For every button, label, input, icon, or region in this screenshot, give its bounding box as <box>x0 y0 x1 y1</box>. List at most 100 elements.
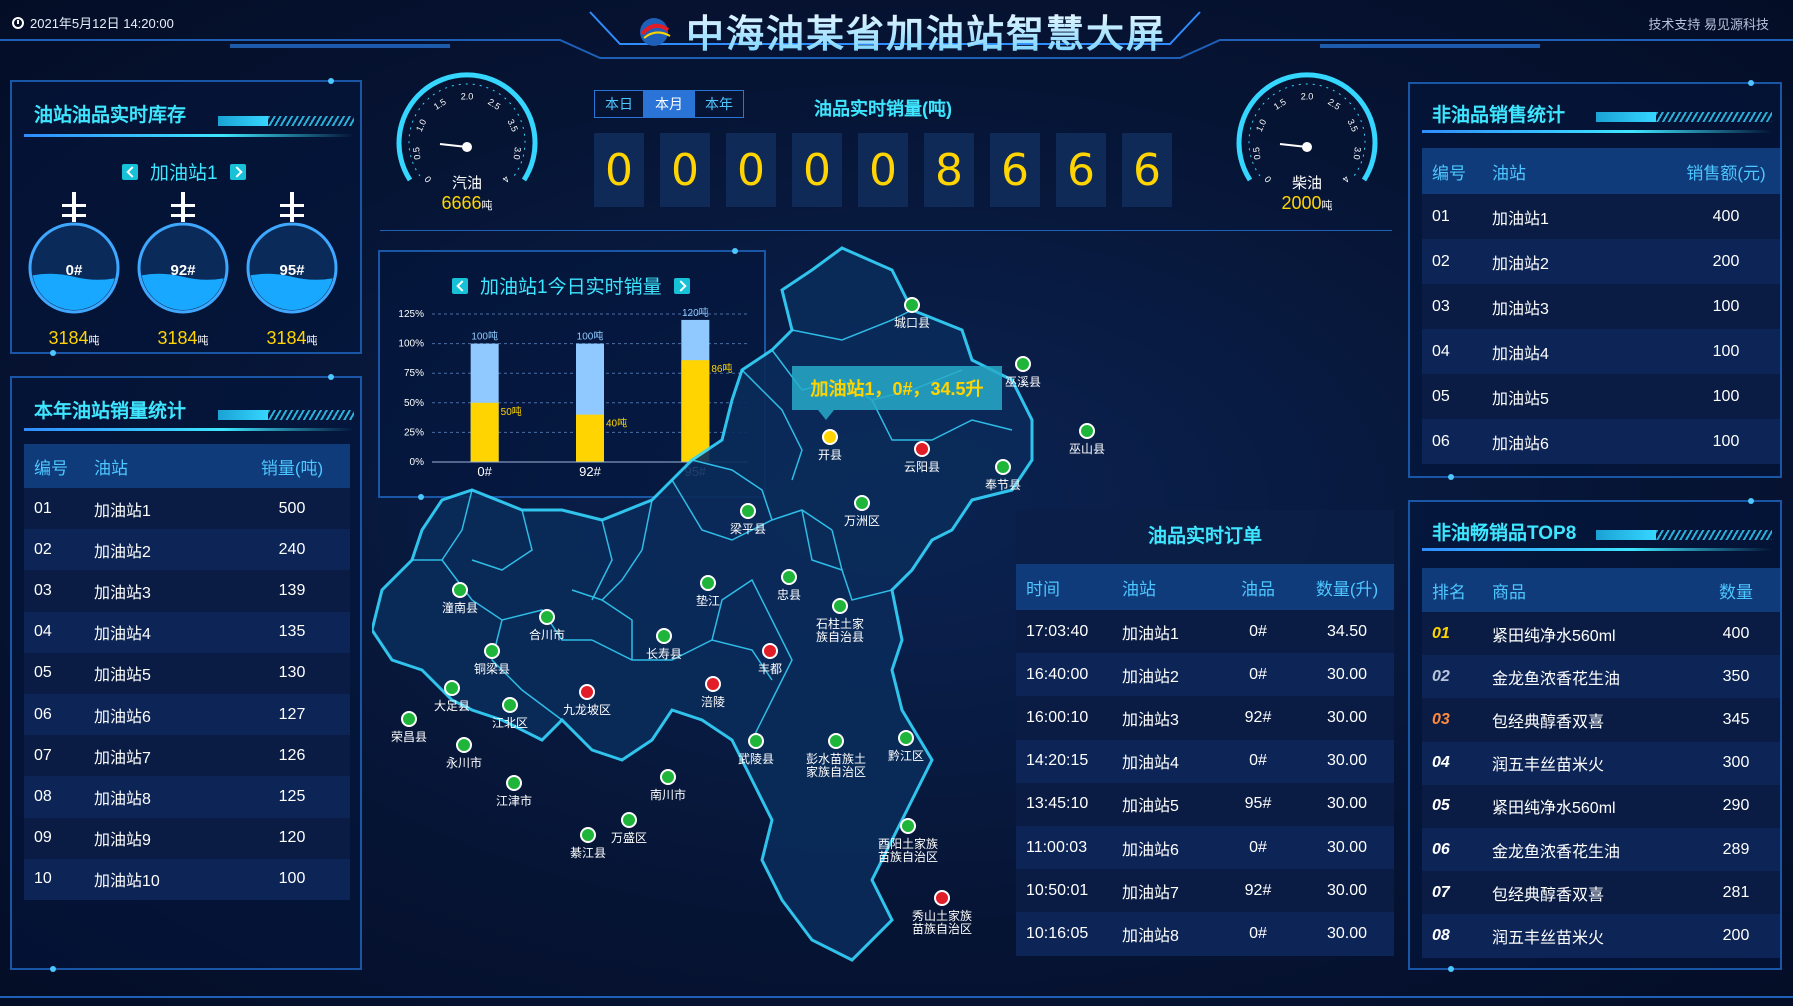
non-oil-row[interactable]: 03 加油站3 100 <box>1422 284 1780 329</box>
period-tabs: 本日 本月 本年 <box>594 90 744 118</box>
column-header[interactable]: 数量(升) <box>1315 579 1379 599</box>
counter-digit: 0 <box>858 133 908 207</box>
non-oil-row[interactable]: 02 加油站2 200 <box>1422 239 1780 284</box>
table-cell: 加油站1 <box>1122 625 1179 643</box>
order-row[interactable]: 11:00:03 加油站6 0# 30.00 <box>1016 825 1394 870</box>
column-header[interactable]: 商品 <box>1492 582 1526 602</box>
sales-row[interactable]: 02 加油站2 240 <box>24 529 350 571</box>
table-cell: 加油站2 <box>94 543 151 561</box>
counter-digit: 6 <box>1122 133 1172 207</box>
chart-next-button[interactable] <box>673 277 690 294</box>
top8-row[interactable]: 03 包经典醇香双喜 345 <box>1422 698 1780 742</box>
counter-digit: 8 <box>924 133 974 207</box>
table-cell: 135 <box>278 623 306 641</box>
y-tick-label: 50% <box>404 398 424 409</box>
table-cell: 126 <box>278 746 306 764</box>
order-row[interactable]: 10:16:05 加油站8 0# 30.00 <box>1016 912 1394 956</box>
order-row[interactable]: 10:50:01 加油站7 92# 30.00 <box>1016 869 1394 913</box>
title-underline <box>24 134 354 137</box>
table-header: 编号 油站 销售额(元) <box>1422 148 1780 194</box>
table-cell: 400 <box>1712 207 1740 225</box>
column-header[interactable]: 油站 <box>94 458 128 478</box>
column-header[interactable]: 油品 <box>1241 579 1275 599</box>
period-tab[interactable]: 本日 <box>594 90 644 118</box>
table-body: 01 紧田纯净水560ml 400 02 金龙鱼浓香花生油 350 03 包经典醇香双喜 345… <box>1422 612 1780 958</box>
table-cell: 130 <box>278 664 306 682</box>
column-header[interactable]: 数量 <box>1719 582 1753 602</box>
title-stripes <box>1656 112 1772 122</box>
top8-row[interactable]: 01 紧田纯净水560ml 400 <box>1422 612 1780 656</box>
sales-row[interactable]: 08 加油站8 125 <box>24 776 350 818</box>
sales-row[interactable]: 03 加油站3 139 <box>24 570 350 612</box>
table-body: 17:03:40 加油站1 0# 34.50 16:40:00 加油站2 0# 30.00 16… <box>1016 610 1394 956</box>
non-oil-table: 编号 油站 销售额(元) 01 加油站1 400 02 加油站2 200 03 加油站3 100 04 加… <box>1422 148 1780 464</box>
gauge-tick: 0 <box>423 174 434 184</box>
column-header[interactable]: 排名 <box>1432 582 1466 602</box>
order-row[interactable]: 17:03:40 加油站1 0# 34.50 <box>1016 610 1394 654</box>
top8-row[interactable]: 07 包经典醇香双喜 281 <box>1422 871 1780 915</box>
gauge-tick: 3.5 <box>506 118 520 134</box>
order-row[interactable]: 16:00:10 加油站3 92# 30.00 <box>1016 696 1394 740</box>
table-cell: 0# <box>1249 752 1267 770</box>
column-header[interactable]: 油站 <box>1122 579 1156 599</box>
table-cell: 200 <box>1722 926 1750 944</box>
column-header[interactable]: 编号 <box>34 458 68 478</box>
orders-title: 油品实时订单 <box>1147 526 1262 547</box>
non-oil-row[interactable]: 06 加油站6 100 <box>1422 419 1780 464</box>
gauge-tick: 0.5 <box>1251 147 1262 161</box>
top8-row[interactable]: 06 金龙鱼浓香花生油 289 <box>1422 827 1780 872</box>
table-cell: 加油站9 <box>94 832 151 850</box>
column-header[interactable]: 油站 <box>1492 163 1526 183</box>
top-divider <box>380 230 1392 231</box>
prev-station-button[interactable] <box>122 163 138 180</box>
cnooc-logo-icon <box>639 18 671 46</box>
top8-row[interactable]: 08 润五丰丝苗米火 200 <box>1422 914 1780 958</box>
chart-prev-button[interactable] <box>452 277 468 294</box>
non-oil-row[interactable]: 05 加油站5 100 <box>1422 374 1780 419</box>
non-oil-row[interactable]: 04 加油站4 100 <box>1422 329 1780 374</box>
sales-row[interactable]: 10 加油站10 100 <box>24 858 350 900</box>
period-tab[interactable]: 本月 <box>644 90 694 118</box>
next-station-button[interactable] <box>229 163 246 180</box>
sales-row[interactable]: 06 加油站6 127 <box>24 693 350 736</box>
chart-title: 加油站1今日实时销量 <box>480 277 662 298</box>
counter-digit: 0 <box>792 133 842 207</box>
sales-row[interactable]: 05 加油站5 130 <box>24 652 350 694</box>
table-cell: 加油站6 <box>1122 841 1179 859</box>
tank-label: 0# <box>65 262 83 279</box>
sales-row[interactable]: 04 加油站4 135 <box>24 611 350 653</box>
y-tick-label: 125% <box>398 309 424 320</box>
table-cell: 100 <box>1712 387 1740 405</box>
diesel-readout: 柴油 2000吨 <box>1272 172 1342 214</box>
table-cell: 10 <box>34 870 52 888</box>
top8-row[interactable]: 02 金龙鱼浓香花生油 350 <box>1422 655 1780 699</box>
station-name: 加油站1 <box>150 163 218 184</box>
top8-row[interactable]: 05 紧田纯净水560ml 290 <box>1422 784 1780 828</box>
gauge-tick: 1.5 <box>432 97 448 112</box>
order-row[interactable]: 16:40:00 加油站2 0# 30.00 <box>1016 653 1394 697</box>
column-header[interactable]: 编号 <box>1432 163 1466 183</box>
title-deco <box>218 116 268 126</box>
column-header[interactable]: 时间 <box>1026 579 1060 599</box>
gauge-tick: 1.5 <box>1272 97 1288 112</box>
period-tab[interactable]: 本年 <box>694 90 744 118</box>
order-row[interactable]: 13:45:10 加油站5 95# 30.00 <box>1016 782 1394 826</box>
top8-row[interactable]: 04 润五丰丝苗米火 300 <box>1422 741 1780 785</box>
sales-row[interactable]: 01 加油站1 500 <box>24 488 350 530</box>
bar-value-label: 86吨 <box>711 362 732 375</box>
gauge-tick: 0.5 <box>411 147 422 161</box>
sales-row[interactable]: 07 加油站7 126 <box>24 735 350 777</box>
map-tooltip-text: 加油站1，0#，34.5升 <box>810 379 984 399</box>
table-cell: 100 <box>1712 432 1740 450</box>
table-cell: 包经典醇香双喜 <box>1492 713 1605 731</box>
table-cell: 02 <box>1432 667 1450 685</box>
column-header[interactable]: 销量(吨) <box>260 458 324 478</box>
order-row[interactable]: 14:20:15 加油站4 0# 30.00 <box>1016 739 1394 783</box>
table-cell: 30.00 <box>1326 881 1368 899</box>
column-header[interactable]: 销售额(元) <box>1686 163 1766 183</box>
sales-row[interactable]: 09 加油站9 120 <box>24 817 350 859</box>
tank-list: 0# 3184吨 92# 3184吨 95# 3184吨 <box>26 192 356 352</box>
table-cell: 30.00 <box>1326 708 1368 726</box>
non-oil-row[interactable]: 01 加油站1 400 <box>1422 194 1780 239</box>
bar-value-label: 50吨 <box>501 405 522 418</box>
